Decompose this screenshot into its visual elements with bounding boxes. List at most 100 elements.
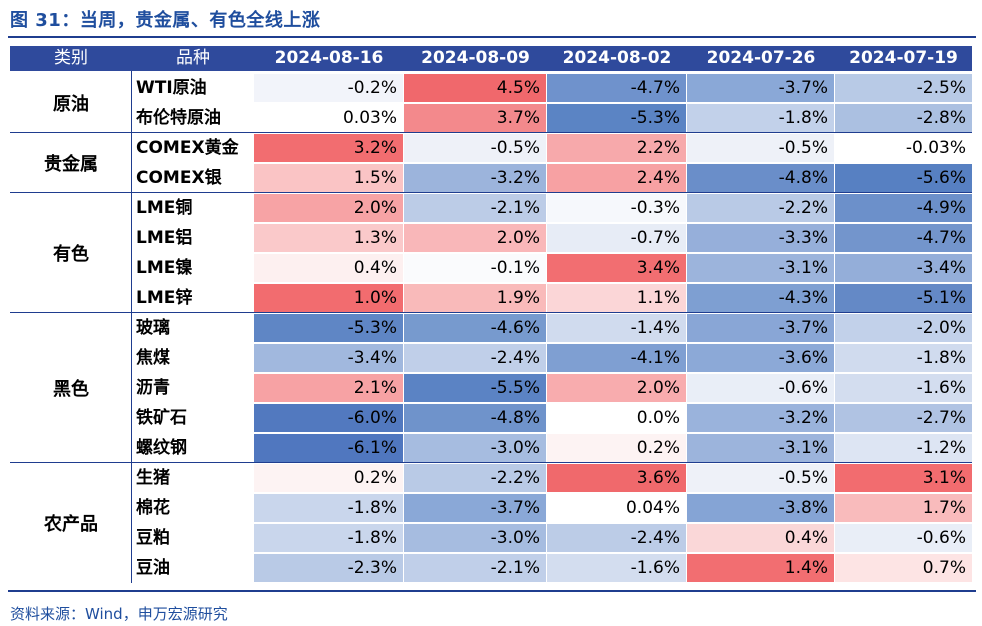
value-cell: -0.1%: [404, 254, 546, 282]
value-cell: -1.8%: [254, 494, 403, 522]
value-cell: -0.5%: [404, 134, 546, 162]
value-cell: -4.7%: [547, 74, 686, 102]
value-cell: -1.2%: [835, 434, 972, 462]
value-cell: 1.5%: [254, 164, 403, 192]
value-cell: -5.3%: [547, 104, 686, 132]
group-divider: [10, 192, 972, 193]
value-cell: 0.04%: [547, 494, 686, 522]
table-row: 布伦特原油 0.03% 3.7% -5.3% -1.8% -2.8%: [132, 103, 972, 133]
value-cell: -3.4%: [254, 344, 403, 372]
variety-name: COMEX黄金: [136, 138, 239, 158]
value-cell: 1.0%: [254, 284, 403, 312]
header-date-5: 2024-07-19: [849, 48, 958, 68]
table-row: 螺纹钢 -6.1% -3.0% 0.2% -3.1% -1.2%: [132, 433, 972, 463]
value-cell: 0.0%: [547, 404, 686, 432]
value-cell: 1.7%: [835, 494, 972, 522]
value-cell: -1.8%: [254, 524, 403, 552]
group-divider: [10, 462, 972, 463]
header-variety: 品种: [176, 48, 210, 68]
value-cell: -2.4%: [547, 524, 686, 552]
value-cell: 1.4%: [687, 554, 834, 582]
value-cell: 2.0%: [254, 194, 403, 222]
value-cell: 0.2%: [254, 464, 403, 492]
variety-name: 螺纹钢: [136, 438, 187, 458]
value-cell: -0.5%: [687, 134, 834, 162]
value-cell: -1.6%: [547, 554, 686, 582]
value-cell: 2.2%: [547, 134, 686, 162]
value-cell: -5.3%: [254, 314, 403, 342]
value-cell: -3.3%: [687, 224, 834, 252]
variety-name: 豆油: [136, 558, 170, 578]
variety-name: 玻璃: [136, 318, 170, 338]
variety-name: LME铝: [136, 228, 193, 248]
value-cell: 1.3%: [254, 224, 403, 252]
table-row: LME锌 1.0% 1.9% 1.1% -4.3% -5.1%: [132, 283, 972, 313]
value-cell: -4.3%: [687, 284, 834, 312]
value-cell: -2.7%: [835, 404, 972, 432]
value-cell: 3.2%: [254, 134, 403, 162]
value-cell: 3.4%: [547, 254, 686, 282]
variety-name: LME铜: [136, 198, 193, 218]
value-cell: -3.0%: [404, 524, 546, 552]
table-row: 焦煤 -3.4% -2.4% -4.1% -3.6% -1.8%: [132, 343, 972, 373]
table-row: 棉花 -1.8% -3.7% 0.04% -3.8% 1.7%: [132, 493, 972, 523]
value-cell: -0.6%: [835, 524, 972, 552]
source-note: 资料来源：Wind，申万宏源研究: [10, 605, 228, 623]
header-category: 类别: [54, 48, 88, 68]
variety-name: 铁矿石: [136, 408, 187, 428]
value-cell: 0.4%: [254, 254, 403, 282]
header-date-2: 2024-08-09: [421, 48, 530, 68]
variety-name: LME镍: [136, 258, 193, 278]
value-cell: -3.1%: [687, 434, 834, 462]
value-cell: -3.1%: [687, 254, 834, 282]
value-cell: -0.5%: [687, 464, 834, 492]
value-cell: -3.8%: [687, 494, 834, 522]
value-cell: -3.7%: [687, 74, 834, 102]
header-date-1: 2024-08-16: [274, 48, 384, 68]
value-cell: -3.6%: [687, 344, 834, 372]
table-row: 生猪 0.2% -2.2% 3.6% -0.5% 3.1%: [132, 463, 972, 493]
value-cell: -0.3%: [547, 194, 686, 222]
value-cell: -0.03%: [835, 134, 972, 162]
variety-name: LME锌: [136, 288, 193, 308]
value-cell: -4.8%: [687, 164, 834, 192]
variety-name: 生猪: [136, 468, 170, 488]
value-cell: -4.7%: [835, 224, 972, 252]
value-cell: 4.5%: [404, 74, 546, 102]
value-cell: -1.4%: [547, 314, 686, 342]
table-row: WTI原油 -0.2% 4.5% -4.7% -3.7% -2.5%: [132, 73, 972, 103]
group-label: 农产品: [44, 514, 98, 535]
variety-name: 沥青: [136, 378, 170, 398]
table-row: LME铝 1.3% 2.0% -0.7% -3.3% -4.7%: [132, 223, 972, 253]
value-cell: -4.1%: [547, 344, 686, 372]
variety-name: 豆粕: [136, 528, 170, 548]
footer-rule: [8, 590, 976, 592]
variety-name: COMEX银: [136, 168, 222, 188]
value-cell: 0.7%: [835, 554, 972, 582]
value-cell: -3.4%: [835, 254, 972, 282]
value-cell: -6.1%: [254, 434, 403, 462]
value-cell: -2.2%: [404, 464, 546, 492]
value-cell: -1.8%: [835, 344, 972, 372]
group-label: 贵金属: [44, 154, 98, 175]
table-row: COMEX黄金 3.2% -0.5% 2.2% -0.5% -0.03%: [132, 133, 972, 163]
value-cell: -2.8%: [835, 104, 972, 132]
value-cell: -6.0%: [254, 404, 403, 432]
value-cell: -2.3%: [254, 554, 403, 582]
value-cell: 2.0%: [404, 224, 546, 252]
value-cell: 2.0%: [547, 374, 686, 402]
value-cell: -4.8%: [404, 404, 546, 432]
value-cell: -2.1%: [404, 554, 546, 582]
value-cell: -3.0%: [404, 434, 546, 462]
value-cell: -2.2%: [687, 194, 834, 222]
value-cell: -4.9%: [835, 194, 972, 222]
variety-name: 焦煤: [136, 348, 170, 368]
group-label: 有色: [53, 244, 89, 265]
value-cell: -5.5%: [404, 374, 546, 402]
value-cell: -3.7%: [404, 494, 546, 522]
value-cell: -4.6%: [404, 314, 546, 342]
value-cell: 3.6%: [547, 464, 686, 492]
table-row: 沥青 2.1% -5.5% 2.0% -0.6% -1.6%: [132, 373, 972, 403]
value-cell: 0.4%: [687, 524, 834, 552]
group-divider: [10, 312, 972, 313]
